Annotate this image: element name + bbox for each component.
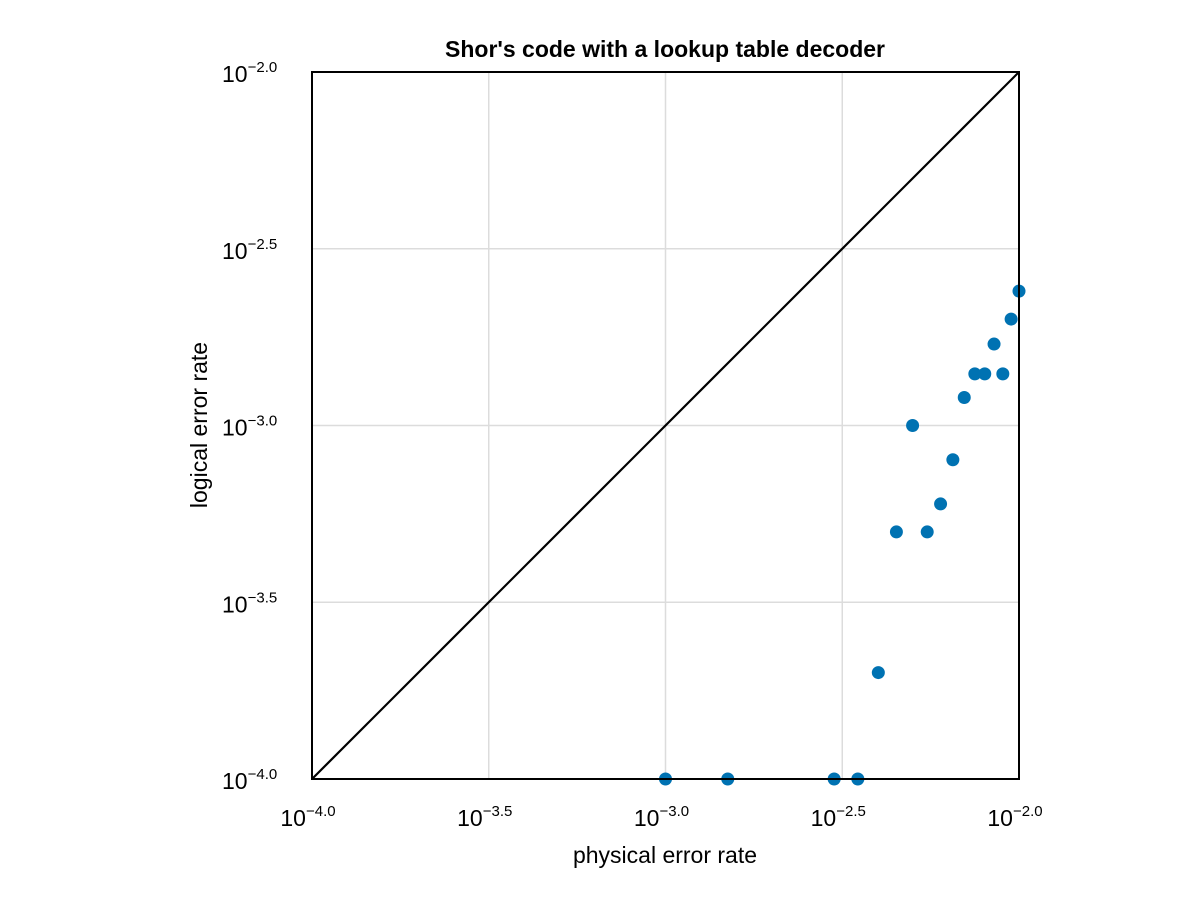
x-tick-label: 10−3.5 bbox=[457, 803, 512, 831]
plot-frame bbox=[311, 71, 1020, 780]
x-tick-base: 10 bbox=[811, 805, 837, 831]
x-tick-exponent: −4.0 bbox=[306, 803, 336, 820]
data-point bbox=[996, 367, 1010, 381]
data-point bbox=[968, 367, 982, 381]
x-axis-label: physical error rate bbox=[573, 842, 757, 868]
x-tick-base: 10 bbox=[457, 805, 483, 831]
x-tick-label: 10−2.5 bbox=[811, 803, 866, 831]
y-tick-label: 10−2.0 bbox=[222, 59, 277, 87]
x-tick-label: 10−4.0 bbox=[280, 803, 335, 831]
y-tick-base: 10 bbox=[222, 61, 248, 87]
y-tick-label: 10−2.5 bbox=[222, 236, 277, 264]
data-point bbox=[978, 367, 992, 381]
y-tick-exponent: −2.0 bbox=[248, 59, 278, 76]
data-point bbox=[946, 453, 960, 467]
y-axis-label: logical error rate bbox=[186, 342, 212, 508]
y-tick-base: 10 bbox=[222, 591, 248, 617]
y-tick-base: 10 bbox=[222, 768, 248, 794]
x-tick-label: 10−2.0 bbox=[987, 803, 1042, 831]
y-tick-exponent: −4.0 bbox=[248, 766, 278, 783]
data-point bbox=[871, 666, 885, 680]
y-tick-exponent: −3.5 bbox=[248, 589, 278, 606]
data-point bbox=[906, 419, 920, 432]
data-point bbox=[1004, 312, 1018, 326]
x-tick-exponent: −2.0 bbox=[1013, 803, 1043, 820]
y-tick-exponent: −2.5 bbox=[248, 236, 278, 253]
data-point bbox=[934, 497, 948, 511]
x-tick-base: 10 bbox=[634, 805, 660, 831]
data-point bbox=[987, 337, 1001, 351]
reference-line-y-equals-x bbox=[311, 71, 1020, 780]
x-tick-exponent: −3.5 bbox=[483, 803, 513, 820]
x-tick-label: 10−3.0 bbox=[634, 803, 689, 831]
y-tick-label: 10−3.5 bbox=[222, 589, 277, 617]
y-tick-label: 10−4.0 bbox=[222, 766, 277, 794]
y-tick-base: 10 bbox=[222, 415, 248, 441]
x-tick-exponent: −3.0 bbox=[659, 803, 689, 820]
y-tick-label: 10−3.0 bbox=[222, 413, 277, 441]
data-point bbox=[957, 391, 971, 405]
data-point bbox=[920, 525, 934, 539]
y-tick-exponent: −3.0 bbox=[248, 413, 278, 430]
chart-title: Shor's code with a lookup table decoder bbox=[445, 36, 885, 62]
x-tick-base: 10 bbox=[987, 805, 1013, 831]
x-tick-exponent: −2.5 bbox=[836, 803, 866, 820]
y-tick-base: 10 bbox=[222, 238, 248, 264]
x-tick-base: 10 bbox=[280, 805, 306, 831]
data-point bbox=[889, 525, 903, 539]
